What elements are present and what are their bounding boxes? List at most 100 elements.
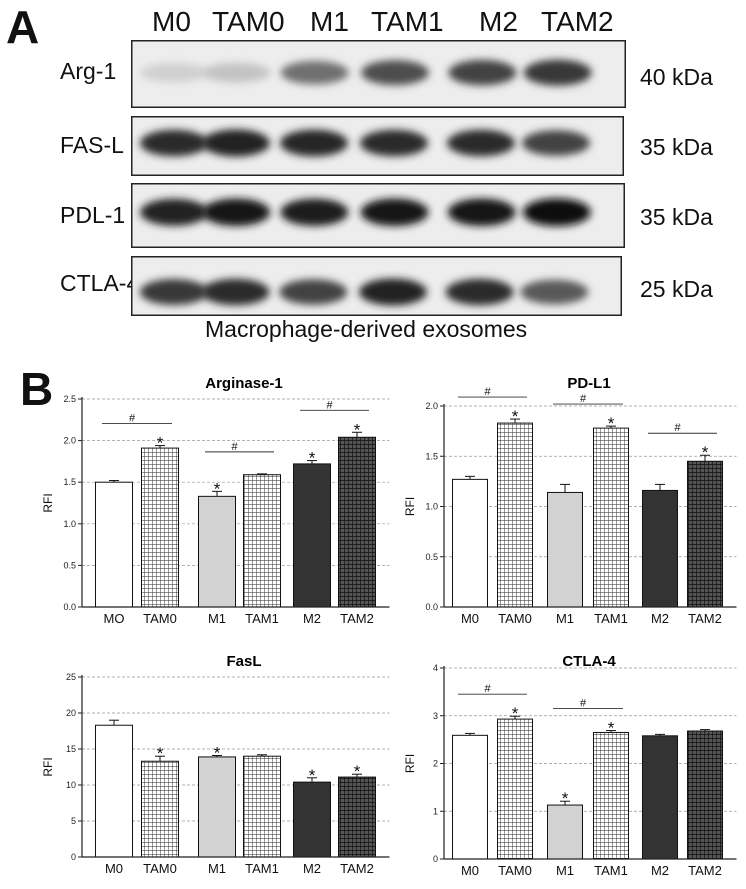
blot-strip-fasl (131, 116, 624, 176)
blot-band (279, 279, 348, 305)
y-tick-label: 1 (433, 806, 438, 816)
blot-band (202, 129, 270, 157)
blot-band (280, 60, 349, 85)
blot-label-fasl: FAS-L (60, 132, 124, 158)
category-label: M1 (208, 861, 226, 876)
category-label: M0 (105, 861, 123, 876)
chart-title: PD-L1 (567, 375, 610, 392)
bar (141, 760, 179, 858)
y-axis-label: RFI (41, 493, 55, 512)
category-label: M1 (208, 611, 226, 626)
y-tick-label: 0.5 (63, 560, 76, 570)
bracket-label: # (129, 413, 136, 425)
lane-label-tam2: TAM2 (541, 6, 614, 37)
blot-band (201, 278, 270, 306)
bar (141, 447, 179, 608)
lane-label-tam1: TAM1 (371, 6, 444, 37)
bar (243, 474, 281, 608)
blot-size-pdl1: 35 kDa (640, 204, 713, 230)
chart-ctla-4: CTLA-4 0 1 2 3 4 RFI M0 * TAM0 * M1 * TAM1 M2 TAM2 # # (392, 650, 742, 889)
category-label: M2 (651, 611, 669, 626)
blot-band (140, 129, 208, 157)
blot-band (358, 278, 427, 306)
chart-title: CTLA-4 (562, 653, 616, 670)
bar (547, 804, 583, 860)
significance-star: * (354, 420, 361, 439)
category-label: MO (104, 611, 125, 626)
blot-band (280, 129, 348, 157)
bar (547, 491, 583, 608)
blot-size-fasl: 35 kDa (640, 134, 713, 160)
y-tick-label: 2 (433, 759, 438, 769)
blot-band (522, 130, 590, 156)
y-tick-label: 1.5 (425, 451, 438, 461)
y-tick-label: 3 (433, 711, 438, 721)
y-tick-label: 0.0 (63, 602, 76, 612)
significance-star: * (512, 407, 519, 426)
bar (687, 730, 723, 860)
category-label: M0 (461, 863, 479, 878)
blot-band (447, 198, 516, 226)
chart-title: FasL (226, 653, 261, 670)
lane-label-m0: M0 (152, 6, 191, 37)
y-tick-label: 2.0 (63, 436, 76, 446)
bracket-label: # (484, 683, 491, 695)
bar (593, 427, 629, 608)
y-tick-label: 0 (71, 852, 76, 862)
significance-star: * (512, 704, 519, 723)
bar (338, 436, 376, 608)
category-label: M2 (303, 611, 321, 626)
blot-frame (131, 183, 625, 248)
category-label: TAM0 (498, 863, 532, 878)
y-tick-label: 1.0 (63, 519, 76, 529)
category-label: TAM2 (340, 611, 374, 626)
bracket-label: # (580, 698, 587, 710)
blot-band (448, 59, 517, 86)
bar (293, 463, 331, 608)
bar (198, 495, 236, 608)
significance-star: * (214, 743, 221, 762)
y-tick-label: 1.5 (63, 477, 76, 487)
category-label: TAM1 (245, 611, 279, 626)
bar (95, 724, 133, 858)
y-tick-label: 2.5 (63, 394, 76, 404)
category-label: TAM2 (688, 611, 722, 626)
bar (95, 481, 133, 608)
category-label: M0 (461, 611, 479, 626)
category-label: TAM1 (245, 861, 279, 876)
significance-star: * (309, 449, 316, 468)
blot-band (445, 278, 514, 306)
blot-frame (131, 256, 622, 316)
category-label: TAM0 (143, 861, 177, 876)
bar (593, 731, 629, 860)
bracket-label: # (580, 393, 587, 405)
lane-label-m2: M2 (479, 6, 518, 37)
bracket-label: # (326, 399, 333, 411)
blot-label-pdl1: PDL-1 (60, 202, 126, 228)
y-tick-label: 15 (66, 744, 76, 754)
bar (198, 756, 236, 858)
y-axis-label: RFI (403, 754, 417, 773)
lane-label-tam0: TAM0 (212, 6, 285, 37)
blot-band (202, 198, 271, 226)
y-tick-label: 0 (433, 854, 438, 864)
y-tick-label: 0.0 (425, 602, 438, 612)
bar (687, 460, 723, 608)
panel-a-letter: A (6, 1, 40, 53)
significance-star: * (562, 789, 569, 808)
blot-band (202, 62, 271, 83)
y-tick-label: 25 (66, 672, 76, 682)
y-tick-label: 5 (71, 816, 76, 826)
blot-band (523, 59, 592, 86)
y-axis-label: RFI (41, 757, 55, 776)
y-tick-label: 10 (66, 780, 76, 790)
bracket-label: # (674, 422, 681, 434)
bracket-label: # (231, 441, 238, 453)
category-label: TAM0 (143, 611, 177, 626)
category-label: TAM2 (340, 861, 374, 876)
bar (293, 781, 331, 858)
blot-band (447, 129, 515, 157)
blot-strip-arg1 (131, 40, 626, 108)
blot-band (360, 129, 428, 157)
category-label: M1 (556, 611, 574, 626)
